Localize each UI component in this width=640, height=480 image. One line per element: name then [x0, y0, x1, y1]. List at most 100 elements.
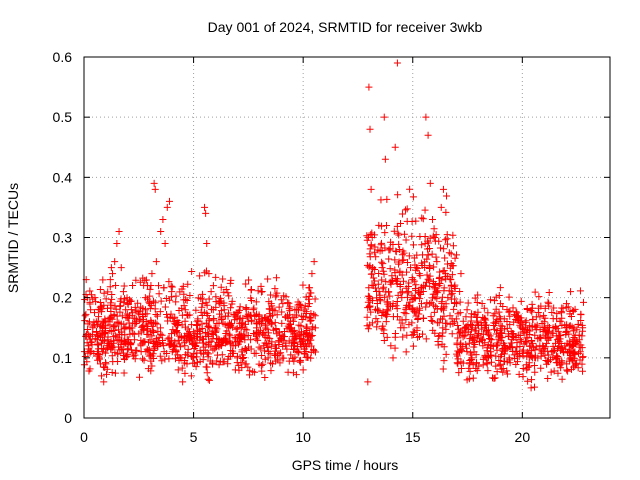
data-point	[569, 357, 577, 365]
data-point	[366, 302, 374, 310]
data-point	[204, 329, 212, 337]
data-point	[100, 378, 108, 386]
data-point	[425, 244, 433, 252]
data-point	[226, 332, 234, 340]
data-point	[363, 313, 371, 321]
data-point	[470, 336, 478, 344]
data-point	[366, 253, 374, 261]
data-point	[102, 295, 110, 303]
data-point	[455, 330, 463, 338]
data-point	[152, 311, 160, 319]
data-point	[365, 83, 373, 91]
data-point	[469, 374, 477, 382]
data-point	[578, 360, 586, 368]
data-point	[136, 278, 144, 286]
data-point	[429, 232, 437, 240]
data-point	[514, 312, 522, 320]
data-point	[545, 300, 553, 308]
data-point	[367, 308, 375, 316]
data-point	[172, 355, 180, 363]
data-point	[151, 305, 159, 313]
data-point	[519, 373, 527, 381]
data-point	[451, 281, 459, 289]
data-point	[459, 317, 467, 325]
data-point	[579, 353, 587, 361]
data-point	[212, 273, 220, 281]
data-point	[205, 338, 213, 346]
data-point	[547, 368, 555, 376]
data-point	[391, 344, 399, 352]
data-point	[308, 270, 316, 278]
grid	[84, 57, 610, 418]
data-point	[393, 222, 401, 230]
data-point	[398, 319, 406, 327]
data-point	[181, 306, 189, 314]
data-point	[297, 301, 305, 309]
data-point	[272, 274, 280, 282]
data-point	[165, 197, 173, 205]
data-point	[89, 324, 97, 332]
data-point	[98, 372, 106, 380]
data-point	[540, 318, 548, 326]
data-point	[110, 310, 118, 318]
data-point	[410, 241, 418, 249]
data-point	[549, 315, 557, 323]
data-point	[234, 308, 242, 316]
data-point	[536, 342, 544, 350]
data-point	[186, 291, 194, 299]
data-point	[409, 328, 417, 336]
data-point	[140, 356, 148, 364]
data-point	[283, 345, 291, 353]
data-point	[287, 351, 295, 359]
data-point	[395, 240, 403, 248]
data-point	[133, 318, 141, 326]
data-point	[126, 324, 134, 332]
data-point	[370, 274, 378, 282]
data-point	[440, 357, 448, 365]
data-point	[103, 365, 111, 373]
data-point	[475, 330, 482, 338]
data-point	[496, 360, 504, 368]
data-point	[490, 375, 498, 383]
data-point	[139, 355, 147, 363]
data-point	[216, 294, 224, 302]
data-point	[440, 284, 448, 292]
data-point	[255, 318, 263, 326]
data-point	[101, 322, 109, 330]
data-point	[567, 313, 575, 321]
data-point	[523, 349, 531, 357]
data-point	[275, 303, 283, 311]
data-point	[96, 303, 104, 311]
data-point	[162, 295, 170, 303]
data-point	[173, 329, 181, 337]
data-point	[503, 370, 511, 378]
data-point	[579, 298, 587, 306]
data-point	[552, 352, 560, 360]
data-point	[197, 295, 205, 303]
data-point	[400, 256, 408, 264]
data-point	[398, 288, 406, 296]
data-point	[423, 299, 431, 307]
data-point	[236, 333, 244, 341]
data-point	[164, 317, 172, 325]
data-point	[130, 336, 138, 344]
data-point	[391, 256, 399, 264]
data-point	[165, 278, 173, 286]
data-point	[512, 360, 520, 368]
data-point	[216, 300, 224, 308]
data-point	[480, 315, 488, 323]
data-point	[95, 351, 103, 359]
data-point	[579, 324, 587, 332]
data-point	[112, 305, 120, 313]
data-point	[548, 308, 556, 316]
data-point	[428, 215, 436, 223]
data-point	[175, 340, 183, 348]
data-point	[282, 293, 290, 301]
data-point	[461, 324, 469, 332]
data-point	[205, 350, 213, 358]
data-point	[184, 312, 192, 320]
data-point	[528, 300, 536, 308]
data-point	[221, 320, 229, 328]
data-point	[531, 322, 539, 330]
data-point	[243, 326, 251, 334]
